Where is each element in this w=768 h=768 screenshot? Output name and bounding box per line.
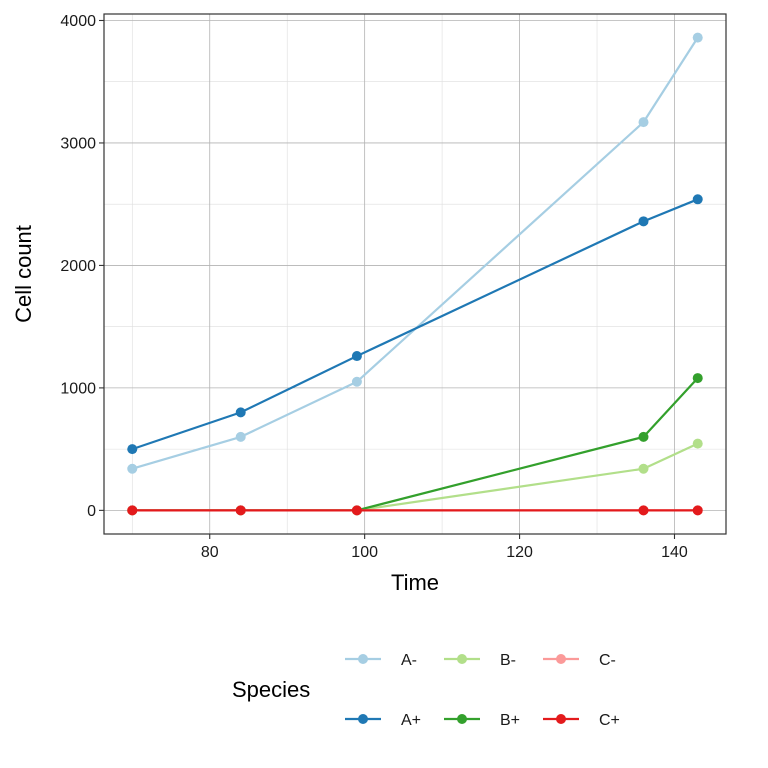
minor-gridlines [104, 14, 726, 534]
data-point [235, 431, 246, 442]
series-Aminus [127, 32, 703, 474]
x-axis-title: Time [391, 570, 439, 595]
legend-label: C- [599, 652, 616, 669]
data-point [235, 505, 246, 516]
data-point [692, 194, 703, 205]
data-point [692, 505, 703, 516]
x-tick-label: 100 [351, 544, 378, 561]
data-point [638, 431, 649, 442]
data-point [127, 463, 138, 474]
legend-key-point [556, 714, 566, 724]
data-point [692, 32, 703, 43]
series-Aplus [127, 194, 703, 455]
series-Bminus [127, 438, 703, 516]
y-tick-label: 1000 [60, 380, 96, 397]
x-axis: 80 100 120 140 [201, 534, 688, 561]
data-point [638, 117, 649, 128]
series-layer [127, 32, 703, 516]
data-point [638, 216, 649, 227]
y-tick-label: 2000 [60, 258, 96, 275]
legend-item: C+ [543, 712, 620, 729]
legend-label: A+ [401, 712, 421, 729]
y-axis: 0 1000 2000 3000 4000 [60, 13, 104, 520]
series-line [132, 442, 699, 512]
x-tick-label: 140 [661, 544, 688, 561]
legend-title: Species [232, 677, 310, 702]
legend-item: C- [543, 652, 616, 669]
data-point [127, 505, 138, 516]
legend-label: A- [401, 652, 417, 669]
data-point [638, 505, 649, 516]
data-point [351, 505, 362, 516]
data-point [638, 463, 649, 474]
data-point [692, 438, 703, 449]
legend-key-point [358, 654, 368, 664]
series-line [131, 198, 699, 451]
data-point [127, 444, 138, 455]
plot-panel-border [103, 13, 727, 535]
y-tick-label: 0 [87, 503, 96, 520]
legend-label: C+ [599, 712, 620, 729]
legend-key-point [556, 654, 566, 664]
y-tick-label: 3000 [60, 135, 96, 152]
major-gridlines [104, 14, 726, 534]
data-point [351, 376, 362, 387]
data-point [692, 373, 703, 384]
y-tick-label: 4000 [60, 13, 96, 30]
legend-item: B- [444, 652, 516, 669]
legend-item: B+ [444, 712, 520, 729]
legend-item: A- [345, 652, 417, 669]
legend: Species A- B- C- A+ B+ C+ [232, 652, 620, 729]
data-point [235, 407, 246, 418]
data-point [351, 351, 362, 362]
x-tick-label: 120 [506, 544, 533, 561]
legend-label: B+ [500, 712, 520, 729]
x-tick-label: 80 [201, 544, 219, 561]
legend-key-point [358, 714, 368, 724]
legend-label: B- [500, 652, 516, 669]
legend-key-point [457, 654, 467, 664]
y-axis-title: Cell count [11, 225, 36, 323]
legend-key-point [457, 714, 467, 724]
legend-item: A+ [345, 712, 421, 729]
series-Cplus [127, 505, 703, 516]
series-line [131, 37, 699, 470]
